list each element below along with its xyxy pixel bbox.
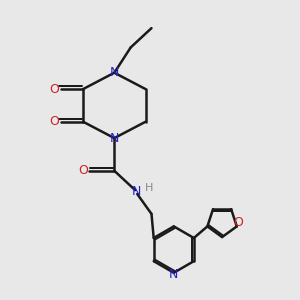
Text: N: N — [132, 185, 141, 198]
Text: O: O — [78, 164, 88, 177]
Text: N: N — [110, 132, 119, 145]
Text: N: N — [110, 66, 119, 79]
Text: O: O — [233, 216, 243, 229]
Text: N: N — [169, 268, 178, 281]
Text: H: H — [145, 183, 153, 193]
Text: O: O — [50, 115, 59, 128]
Text: O: O — [50, 82, 59, 96]
